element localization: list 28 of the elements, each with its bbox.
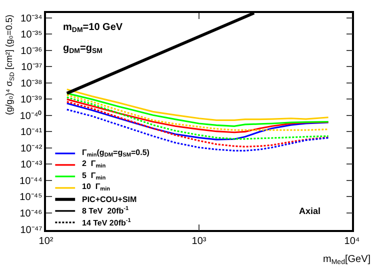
y-tick-label: 10⁻⁴¹ xyxy=(20,127,43,138)
y-tick-label: 10⁻⁴⁶ xyxy=(20,208,42,220)
legend-label: Γ$_{min}$(g$_{DM}$=g$_{SM}$=0.5) xyxy=(82,148,150,159)
annotation: g$_{DM}$=g$_{SM}$ xyxy=(63,43,103,56)
y-tick-label: 10⁻³⁴ xyxy=(20,13,42,24)
y-tick-label: 10⁻⁴⁰ xyxy=(20,110,42,122)
annotation: Axial xyxy=(299,206,321,216)
y-tick-label: 10⁻³⁸ xyxy=(20,78,42,90)
x-tick-label: 10² xyxy=(38,236,54,247)
legend-label: 10 Γ$_{min}$ xyxy=(82,182,111,193)
x-tick-label: 10³ xyxy=(192,236,207,247)
legend-label: 14 TeV 20fb$^{-1}$ xyxy=(82,218,131,228)
x-tick-label: 10⁴ xyxy=(344,236,360,247)
y-tick-label: 10⁻⁴⁷ xyxy=(20,224,43,236)
legend-label: 2 Γ$_{min}$ xyxy=(82,159,106,170)
legend-label: PIC+COU+SIM xyxy=(82,195,138,204)
y-tick-label: 10⁻⁴² xyxy=(20,143,43,154)
y-tick-label: 10⁻³⁵ xyxy=(20,30,42,41)
annotation: m$_{DM}$=10 GeV xyxy=(63,22,123,34)
x-axis-title: m$_{Med}$[GeV] xyxy=(323,254,371,266)
legend-label: 5 Γ$_{min}$ xyxy=(82,171,106,182)
y-tick-label: 10⁻³⁷ xyxy=(21,62,43,74)
y-tick-label: 10⁻³⁶ xyxy=(20,46,42,57)
y-tick-label: 10⁻⁴⁵ xyxy=(20,192,42,204)
y-tick-label: 10⁻⁴³ xyxy=(20,160,43,171)
y-tick-label: 10⁻⁴⁴ xyxy=(20,176,42,187)
legend-label: 8 TeV 20fb$^{-1}$ xyxy=(82,206,129,216)
y-tick-label: 10⁻³⁹ xyxy=(20,94,42,106)
